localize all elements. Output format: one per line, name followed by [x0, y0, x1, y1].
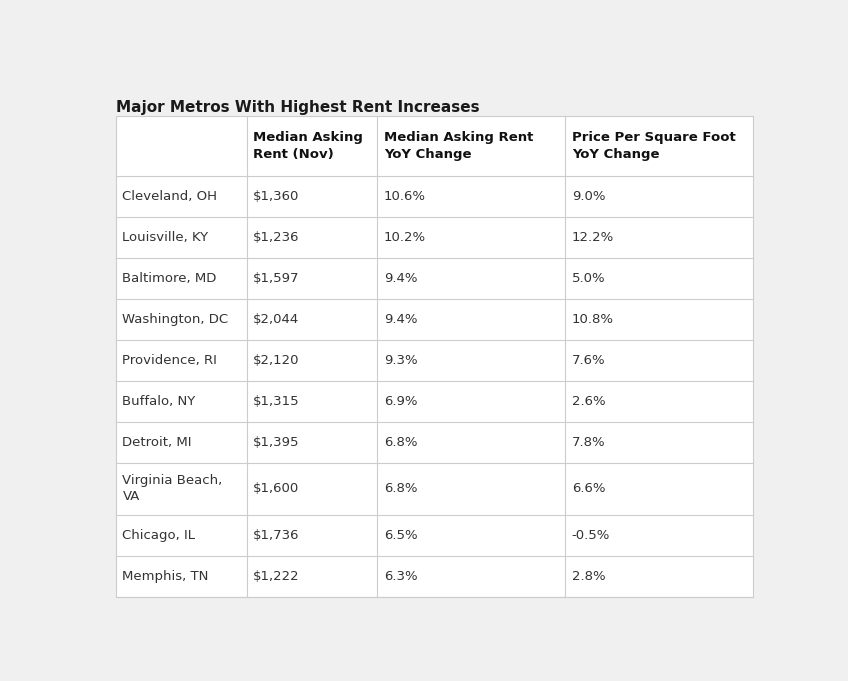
Text: $1,597: $1,597: [253, 272, 299, 285]
Text: 9.4%: 9.4%: [384, 272, 417, 285]
Text: 12.2%: 12.2%: [572, 231, 614, 244]
Text: 6.3%: 6.3%: [384, 570, 417, 583]
Text: Detroit, MI: Detroit, MI: [122, 436, 192, 449]
Text: $1,600: $1,600: [253, 482, 299, 495]
Text: Virginia Beach,
VA: Virginia Beach, VA: [122, 474, 223, 503]
Text: 9.4%: 9.4%: [384, 313, 417, 326]
Text: 10.6%: 10.6%: [384, 190, 426, 203]
Text: 10.8%: 10.8%: [572, 313, 614, 326]
Text: $1,315: $1,315: [253, 395, 299, 408]
Text: 9.0%: 9.0%: [572, 190, 605, 203]
Text: 10.2%: 10.2%: [384, 231, 426, 244]
Text: Washington, DC: Washington, DC: [122, 313, 229, 326]
Text: $1,360: $1,360: [253, 190, 299, 203]
Text: $1,222: $1,222: [253, 570, 299, 583]
Text: 6.6%: 6.6%: [572, 482, 605, 495]
Text: Chicago, IL: Chicago, IL: [122, 528, 195, 542]
Text: $1,236: $1,236: [253, 231, 299, 244]
Text: Median Asking Rent
YoY Change: Median Asking Rent YoY Change: [384, 131, 533, 161]
Text: $1,395: $1,395: [253, 436, 299, 449]
Text: 2.6%: 2.6%: [572, 395, 605, 408]
Text: 6.9%: 6.9%: [384, 395, 417, 408]
Text: 6.5%: 6.5%: [384, 528, 417, 542]
Text: $2,044: $2,044: [253, 313, 299, 326]
Text: Cleveland, OH: Cleveland, OH: [122, 190, 217, 203]
Text: -0.5%: -0.5%: [572, 528, 611, 542]
Text: $1,736: $1,736: [253, 528, 299, 542]
Text: Buffalo, NY: Buffalo, NY: [122, 395, 196, 408]
Text: Major Metros With Highest Rent Increases: Major Metros With Highest Rent Increases: [116, 100, 479, 115]
Text: 5.0%: 5.0%: [572, 272, 605, 285]
Text: Median Asking
Rent (Nov): Median Asking Rent (Nov): [253, 131, 363, 161]
Text: 2.8%: 2.8%: [572, 570, 605, 583]
Text: 7.6%: 7.6%: [572, 353, 605, 367]
Text: Price Per Square Foot
YoY Change: Price Per Square Foot YoY Change: [572, 131, 735, 161]
Text: 6.8%: 6.8%: [384, 482, 417, 495]
Text: Baltimore, MD: Baltimore, MD: [122, 272, 217, 285]
Text: $2,120: $2,120: [253, 353, 299, 367]
Text: 6.8%: 6.8%: [384, 436, 417, 449]
Text: Louisville, KY: Louisville, KY: [122, 231, 209, 244]
Text: Memphis, TN: Memphis, TN: [122, 570, 209, 583]
Text: Providence, RI: Providence, RI: [122, 353, 217, 367]
Text: 7.8%: 7.8%: [572, 436, 605, 449]
Text: 9.3%: 9.3%: [384, 353, 417, 367]
